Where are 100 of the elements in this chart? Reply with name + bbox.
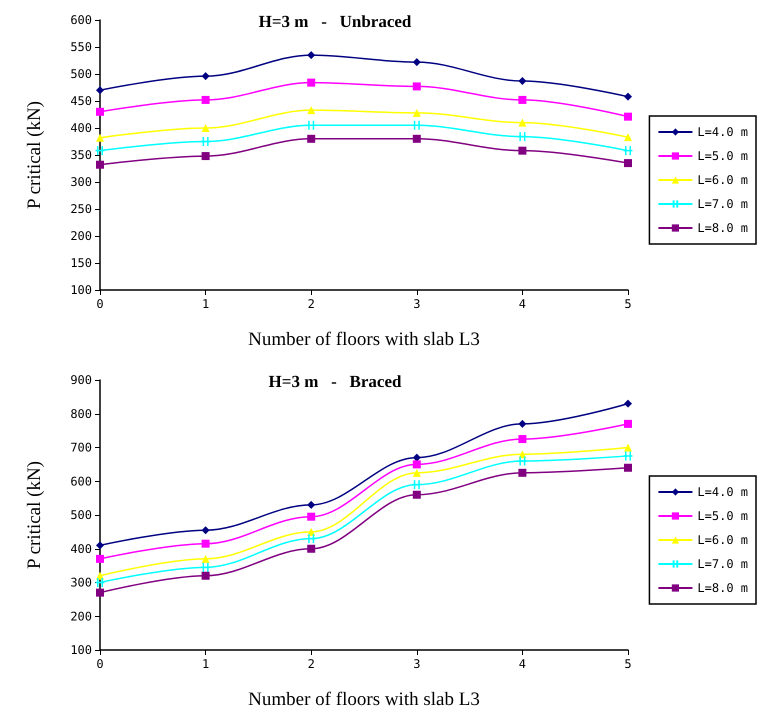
point (202, 152, 210, 160)
point (622, 450, 634, 462)
point (624, 464, 632, 472)
point (96, 160, 104, 169)
point (202, 540, 210, 548)
point (622, 145, 634, 156)
point (200, 562, 211, 573)
x-tick-label: 0 (96, 657, 104, 671)
y-tick-label: 500 (70, 67, 92, 81)
point (307, 134, 316, 143)
y-axis-title: P critical (kN) (24, 461, 45, 569)
y-tick-label: 550 (70, 40, 92, 54)
x-tick-label: 4 (518, 657, 526, 671)
legend-label: L=5.0 m (697, 509, 748, 523)
x-tick-label: 3 (413, 657, 420, 671)
point (518, 420, 526, 428)
y-tick-label: 600 (70, 474, 92, 488)
y-tick-label: 400 (70, 542, 92, 556)
point (202, 572, 210, 580)
point (96, 588, 104, 597)
y-tick-label: 200 (70, 609, 92, 624)
chart-title: H=3 m - Braced (268, 372, 402, 391)
point (94, 577, 106, 588)
point (518, 146, 526, 155)
y-tick-label: 500 (70, 508, 92, 522)
point (412, 108, 421, 117)
point (96, 134, 104, 142)
y-tick-label: 600 (70, 13, 92, 27)
point (517, 456, 528, 466)
point (624, 400, 632, 408)
point (412, 134, 421, 143)
y-tick-label: 350 (70, 148, 92, 162)
point (307, 500, 316, 509)
point (202, 526, 210, 534)
point (624, 112, 632, 121)
point (518, 435, 526, 444)
x-tick-label: 1 (202, 297, 210, 311)
chart-title: H=3 m - Unbraced (258, 12, 412, 31)
x-tick-label: 2 (308, 657, 315, 671)
point (96, 554, 104, 563)
legend-label: L=7.0 m (697, 557, 748, 571)
point (412, 82, 421, 90)
x-axis-title: Number of floors with slab L3 (248, 329, 480, 350)
point (307, 544, 316, 553)
legend-label: L=5.0 m (697, 149, 748, 163)
legend-label: L=6.0 m (697, 173, 748, 187)
point (307, 512, 316, 521)
point (624, 133, 632, 142)
legend-label: L=8.0 m (697, 581, 748, 595)
point (412, 490, 421, 499)
point (202, 124, 210, 132)
point (202, 72, 210, 80)
point (624, 444, 632, 452)
legend-label: L=4.0 m (697, 485, 748, 499)
y-tick-label: 700 (70, 440, 92, 454)
y-tick-label: 450 (70, 94, 92, 108)
point (518, 77, 526, 86)
legend-label: L=8.0 m (697, 221, 748, 235)
y-tick-label: 250 (70, 202, 92, 216)
point (412, 468, 421, 477)
point (412, 58, 421, 66)
x-tick-label: 4 (518, 297, 526, 311)
x-tick-label: 2 (308, 297, 315, 311)
y-tick-label: 100 (70, 283, 92, 297)
point (412, 460, 421, 468)
point (412, 479, 422, 490)
legend-label: L=4.0 m (697, 125, 748, 139)
point (518, 96, 526, 104)
legend-label: L=6.0 m (697, 533, 748, 547)
point (518, 468, 526, 477)
point (306, 533, 316, 544)
point (96, 541, 104, 550)
y-tick-label: 300 (70, 175, 92, 189)
y-tick-label: 200 (70, 229, 92, 243)
point (518, 118, 526, 127)
point (202, 554, 210, 563)
point (96, 108, 104, 116)
y-tick-label: 300 (70, 576, 92, 590)
point (96, 86, 104, 94)
point (517, 131, 528, 142)
point (202, 96, 210, 104)
point (624, 420, 632, 428)
y-tick-label: 800 (70, 406, 92, 421)
y-tick-label: 100 (70, 643, 92, 657)
y-tick-label: 400 (70, 121, 92, 135)
y-tick-label: 900 (70, 373, 92, 387)
x-tick-label: 0 (96, 297, 104, 311)
x-tick-label: 1 (202, 657, 210, 671)
point (307, 106, 316, 114)
point (307, 78, 316, 87)
point (200, 136, 211, 147)
x-tick-label: 5 (624, 657, 632, 671)
x-axis-title: Number of floors with slab L3 (248, 689, 480, 710)
legend-label: L=7.0 m (697, 197, 748, 211)
x-tick-label: 5 (624, 297, 632, 311)
point (94, 145, 106, 156)
y-axis-title: P critical (kN) (24, 101, 45, 209)
y-tick-label: 150 (70, 256, 92, 270)
point (624, 92, 632, 101)
point (624, 159, 632, 168)
